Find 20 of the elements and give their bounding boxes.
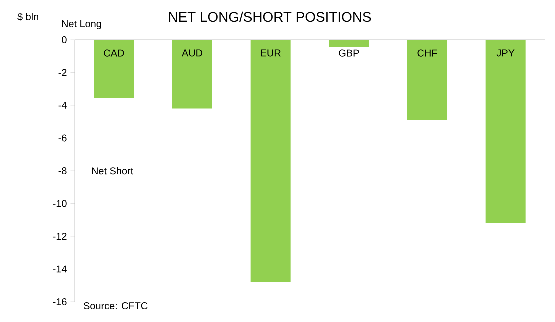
- y-tick-label: -16: [53, 298, 67, 306]
- source-note: Source: CFTC: [84, 302, 148, 310]
- x-tick-label: AUD: [182, 50, 203, 57]
- y-tick-label: -12: [53, 233, 67, 240]
- y-tick-label: -8: [58, 167, 67, 175]
- y-tick-label: -14: [53, 266, 67, 273]
- y-tick-label: -10: [53, 200, 67, 208]
- x-tick-label: GBP: [339, 50, 360, 57]
- y-tick-label: -4: [58, 102, 67, 109]
- x-tick-label: CHF: [418, 50, 438, 57]
- y-tick-label: 0: [62, 36, 67, 44]
- x-tick-label: EUR: [261, 50, 281, 57]
- text: Net Long: [62, 20, 102, 30]
- y-axis-title: $ bln: [18, 12, 38, 22]
- y-tick-label: -6: [58, 134, 67, 142]
- y-tick-label: -2: [58, 69, 67, 76]
- chart-title: NET LONG/SHORT POSITIONS: [169, 12, 372, 22]
- x-tick-label: JPY: [496, 50, 515, 57]
- annotation: Net Short: [92, 167, 134, 175]
- x-tick-label: CAD: [104, 50, 124, 57]
